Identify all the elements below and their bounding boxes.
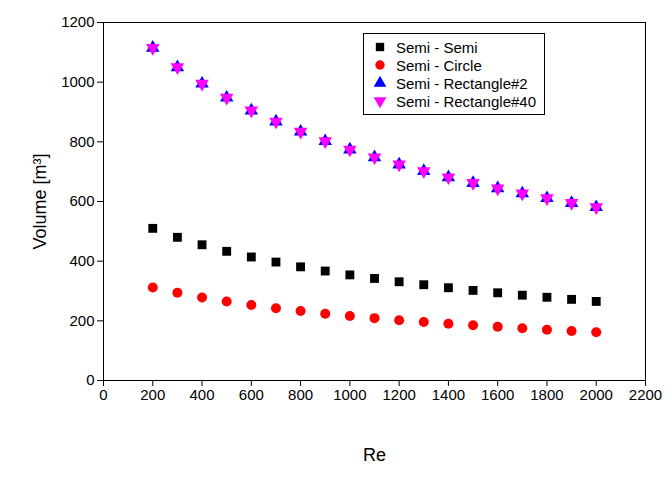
svg-text:400: 400 <box>69 252 94 269</box>
svg-text:1000: 1000 <box>61 73 94 90</box>
html-text:Semi - Rectangle#40: Semi - Rectangle#40 <box>395 92 536 110</box>
svg-text:2000: 2000 <box>580 386 613 403</box>
svg-text:800: 800 <box>69 133 94 150</box>
svg-text:400: 400 <box>190 386 215 403</box>
svg-text:2200: 2200 <box>629 386 662 403</box>
svg-text:1000: 1000 <box>333 386 366 403</box>
svg-text:800: 800 <box>288 386 313 403</box>
svg-text:Volume [m³]: Volume [m³] <box>30 153 50 249</box>
svg-text:1400: 1400 <box>432 386 465 403</box>
svg-text:1600: 1600 <box>481 386 514 403</box>
svg-text:0: 0 <box>86 371 94 388</box>
svg-text:200: 200 <box>140 386 165 403</box>
html-text:Semi - Rectangle#2: Semi - Rectangle#2 <box>395 74 528 92</box>
svg-text:1200: 1200 <box>382 386 415 403</box>
html-text:Semi - Circle: Semi - Circle <box>395 56 482 74</box>
svg-text:1800: 1800 <box>530 386 563 403</box>
svg-text:200: 200 <box>69 312 94 329</box>
svg-text:600: 600 <box>239 386 264 403</box>
svg-text:Re: Re <box>363 445 386 465</box>
html-text:Semi - Semi: Semi - Semi <box>395 38 478 56</box>
svg-text:1200: 1200 <box>61 13 94 30</box>
svg-text:600: 600 <box>69 192 94 209</box>
svg-text:0: 0 <box>99 386 107 403</box>
